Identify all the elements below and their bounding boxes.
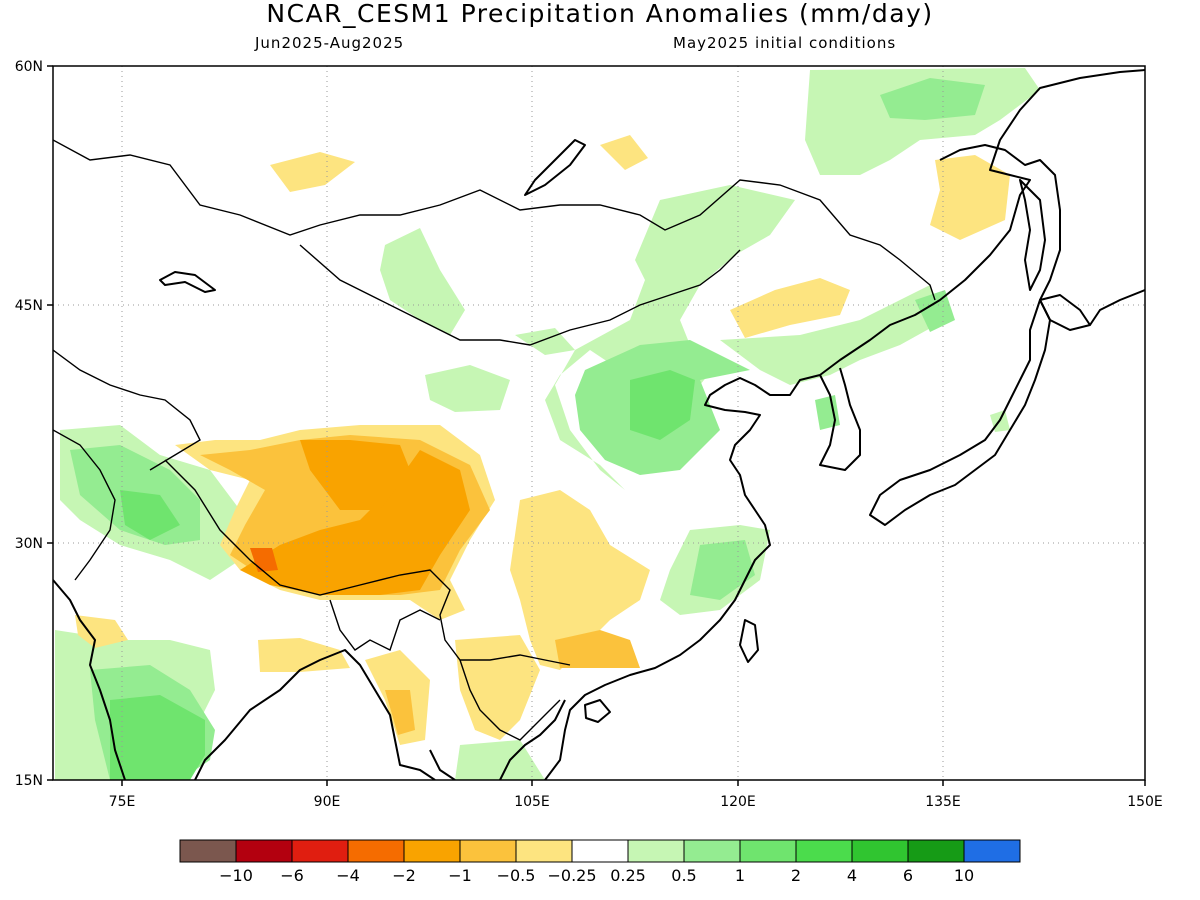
colorbar-swatch-3	[347, 839, 405, 863]
coastline-korea	[819, 367, 861, 471]
colorbar-swatch-9	[683, 839, 741, 863]
colorbar: −10 −6 −4 −2 −1 −0.5 −0.25 0.25 0.5 1 2 4 6 10	[179, 839, 1021, 885]
anomaly-region-tibet-core-north	[300, 440, 410, 510]
colorbar-label: −2	[392, 866, 416, 885]
lon-label-75e: 75E	[109, 794, 136, 810]
anomaly-region-gobi-wet	[515, 328, 575, 355]
colorbar-swatch-10	[739, 839, 797, 863]
colorbar-swatch-6	[515, 839, 573, 863]
anomaly-region-south-china-core	[555, 630, 640, 668]
colorbar-swatch-11	[795, 839, 853, 863]
border-indochina	[459, 659, 561, 741]
anomaly-region-tibet-core	[240, 450, 470, 595]
axis-ticks	[47, 65, 1146, 786]
colorbar-label: 2	[791, 866, 801, 885]
anomaly-region-siberia-dry-2	[600, 135, 648, 170]
coastline-kamchatka	[1089, 289, 1145, 326]
colorbar-label: −10	[219, 866, 253, 885]
anomaly-region-korea-wet	[815, 395, 840, 430]
coastline-baikal	[524, 139, 586, 196]
graticule	[53, 66, 1145, 780]
colorbar-label: 4	[847, 866, 857, 885]
border-china-russia-mongolia	[53, 139, 936, 301]
anomaly-region-okhotsk-dry	[930, 155, 1010, 240]
coastline-taiwan	[739, 619, 759, 663]
colorbar-label: 1	[735, 866, 745, 885]
anomaly-region-indochina-dry	[455, 635, 540, 740]
anomaly-region-north-china-core	[630, 370, 695, 440]
lon-label-105e: 105E	[514, 794, 550, 810]
border-india-pakistan	[53, 429, 116, 581]
anomaly-region-east-china-wet-2	[690, 540, 755, 600]
anomaly-region-gulf-thailand-wet	[455, 740, 545, 780]
anomaly-shading	[55, 68, 1040, 780]
border-central-asia	[53, 349, 201, 471]
anomaly-region-dzungaria-wet	[380, 228, 465, 335]
coastline-okhotsk	[939, 144, 1061, 301]
anomaly-region-nw-india-core	[120, 490, 180, 540]
lat-label-15n: 15N	[15, 773, 43, 789]
lat-label-45n: 45N	[15, 298, 43, 314]
colorbar-swatch-0	[179, 839, 237, 863]
border-mongolia-china	[299, 244, 741, 346]
colorbar-label: 0.25	[610, 866, 646, 885]
coastline-indochina	[429, 699, 566, 780]
anomaly-region-northeast-siberia-core	[880, 78, 985, 120]
colorbar-swatch-13	[907, 839, 965, 863]
lon-label-90e: 90E	[314, 794, 341, 810]
coastline-hokkaido	[1039, 294, 1091, 331]
anomaly-region-sakhalin-wet	[915, 290, 955, 332]
colorbar-label: −0.5	[497, 866, 536, 885]
political-borders	[53, 139, 936, 741]
colorbar-swatch-1	[235, 839, 293, 863]
colorbar-label: −4	[336, 866, 360, 885]
colorbar-label: 6	[903, 866, 913, 885]
lon-label-135e: 135E	[925, 794, 961, 810]
coastline-hainan	[584, 699, 611, 723]
anomaly-region-india-dry	[75, 615, 128, 648]
initial-conditions: May2025 initial conditions	[673, 34, 897, 52]
anomaly-region-tarim-wet	[425, 365, 510, 412]
colorbar-label: 10	[954, 866, 974, 885]
colorbar-swatch-14	[963, 839, 1021, 863]
coastline-sakhalin	[1019, 179, 1046, 291]
lat-label-60n: 60N	[15, 59, 43, 75]
colorbar-label: 0.5	[671, 866, 696, 885]
border-burma	[329, 599, 441, 651]
anomaly-region-siberia-dry-1	[270, 152, 355, 192]
coastlines	[53, 69, 1145, 780]
anomaly-region-mongolia-dry	[730, 278, 850, 338]
coastline-balkhash	[159, 271, 216, 293]
anomaly-region-mongolia-wet	[545, 185, 795, 490]
lat-label-30n: 30N	[15, 536, 43, 552]
colorbar-swatch-12	[851, 839, 909, 863]
lon-label-150e: 150E	[1127, 794, 1163, 810]
anomaly-region-burma-core	[385, 690, 415, 735]
colorbar-swatch-4	[403, 839, 461, 863]
map-frame	[52, 65, 1146, 781]
lon-label-120e: 120E	[720, 794, 756, 810]
map-title: NCAR_CESM1 Precipitation Anomalies (mm/d…	[266, 0, 934, 28]
anomaly-region-india-core	[110, 695, 205, 780]
coastline-japan	[869, 299, 1051, 526]
border-himalaya	[164, 459, 571, 666]
colorbar-label: −0.25	[547, 866, 596, 885]
colorbar-swatch-5	[459, 839, 517, 863]
colorbar-label: −6	[280, 866, 304, 885]
forecast-period: Jun2025-Aug2025	[255, 34, 405, 52]
colorbar-swatch-8	[627, 839, 685, 863]
colorbar-swatch-2	[291, 839, 349, 863]
anomaly-region-northeast-china-wet	[720, 285, 945, 385]
colorbar-swatch-7	[571, 839, 629, 863]
coastline-south-asia	[53, 579, 436, 780]
colorbar-label: −1	[448, 866, 472, 885]
anomaly-region-south-china-dry	[510, 490, 650, 670]
